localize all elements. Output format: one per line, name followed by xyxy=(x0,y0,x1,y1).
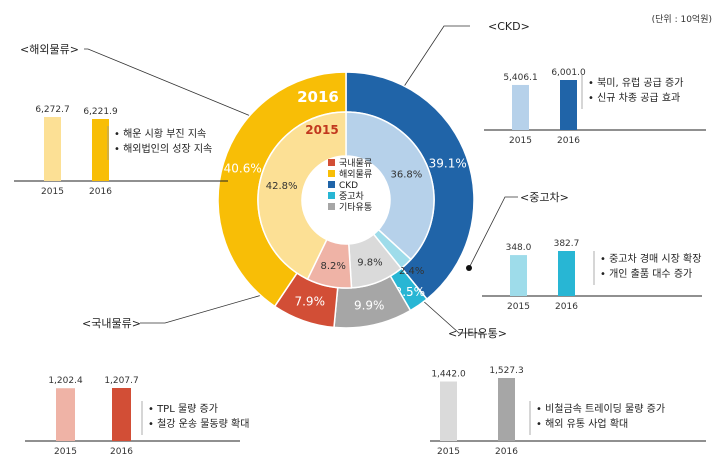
panel-year-label-domestic-2015: 2015 xyxy=(54,447,77,457)
inner-ring-label-ckd: 36.8% xyxy=(391,169,423,180)
panel-year-label-used_car-2016: 2016 xyxy=(555,302,578,312)
panel-value-label-overseas-2016: 6,221.9 xyxy=(83,107,118,117)
panel-bar-ckd-2015 xyxy=(512,84,529,130)
legend-swatch-used_car xyxy=(328,192,335,199)
legend-label-other: 기타유통 xyxy=(339,202,372,213)
panel-value-label-ckd-2015: 5,406.1 xyxy=(503,73,537,83)
panel-year-label-domestic-2016: 2016 xyxy=(110,447,133,457)
callout-dot-used_car xyxy=(466,265,472,271)
outer-ring-label-overseas: 40.6% xyxy=(224,162,262,176)
callout-line-used_car xyxy=(468,196,518,269)
panel-value-label-other-2016: 1,527.3 xyxy=(489,366,523,376)
legend-label-domestic: 국내물류 xyxy=(339,158,372,169)
inner-ring-label-overseas: 42.8% xyxy=(266,181,298,192)
panel-value-label-domestic-2015: 1,202.4 xyxy=(48,376,83,386)
outer-ring-label-other: 9.9% xyxy=(354,298,385,312)
panel-bar-domestic-2015 xyxy=(56,388,75,441)
callout-line-overseas xyxy=(84,48,271,125)
segment-panels: <해외물류> 6,272.7 2015 6,221.9 2016 • 해운 시황 부진 지… xyxy=(14,20,706,457)
panel-bar-overseas-2015 xyxy=(44,117,61,181)
panel-value-label-other-2015: 1,442.0 xyxy=(431,370,466,380)
panel-title-ckd: <CKD> xyxy=(488,20,530,33)
donut-chart: 39.1%2.5%9.9%7.9%40.6% 36.8%2.4%9.8%8.2%4… xyxy=(217,71,475,329)
panel-bar-ckd-2016 xyxy=(560,80,577,130)
panel-note-domestic-2: • 철강 운송 물동량 확대 xyxy=(148,418,249,430)
legend-swatch-domestic xyxy=(328,159,335,166)
outer-ring-year-label: 2016 xyxy=(297,88,339,106)
legend-swatch-other xyxy=(328,203,335,210)
outer-ring-label-domestic: 7.9% xyxy=(294,295,325,309)
legend-label-overseas: 해외물류 xyxy=(339,168,372,180)
panel-value-label-used_car-2016: 382.7 xyxy=(554,239,580,249)
callout-line-ckd xyxy=(402,25,470,89)
panel-title-used_car: <중고차> xyxy=(520,191,569,204)
inner-ring-label-other: 9.8% xyxy=(357,258,382,269)
legend-label-used_car: 중고차 xyxy=(339,190,365,202)
panel-note-ckd-1: • 북미, 유럽 공급 증가 xyxy=(588,77,683,89)
panel-title-overseas: <해외물류> xyxy=(20,42,79,56)
outer-ring-label-ckd: 39.1% xyxy=(429,157,467,171)
panel-bar-overseas-2016 xyxy=(92,119,109,181)
panel-value-label-overseas-2015: 6,272.7 xyxy=(35,105,69,115)
panel-note-used_car-1: • 중고차 경매 시장 확장 xyxy=(600,252,701,265)
panel-note-overseas-2: • 해외법인의 성장 지속 xyxy=(114,142,212,155)
panel-bar-used_car-2015 xyxy=(510,255,527,296)
legend-swatch-overseas xyxy=(328,170,335,177)
panel-note-other-1: • 비철금속 트레이딩 물량 증가 xyxy=(536,403,665,415)
unit-label: (단위 : 10억원) xyxy=(652,13,712,25)
callout-line-domestic xyxy=(140,283,301,324)
panel-year-label-overseas-2016: 2016 xyxy=(89,187,112,197)
panel-note-domestic-1: • TPL 물량 증가 xyxy=(148,403,218,415)
panel-title-other: <기타유통> xyxy=(448,327,507,340)
panel-year-label-other-2015: 2015 xyxy=(437,447,460,457)
panel-note-ckd-2: • 신규 차종 공급 효과 xyxy=(588,92,680,104)
donut-center xyxy=(302,156,390,244)
panel-title-domestic: <국내물류> xyxy=(82,317,141,330)
callout-line-other xyxy=(411,290,484,334)
inner-ring-year-label: 2015 xyxy=(305,123,338,137)
panel-bar-used_car-2016 xyxy=(558,251,575,296)
legend-swatch-ckd xyxy=(328,181,335,188)
panel-year-label-ckd-2015: 2015 xyxy=(509,136,532,146)
panel-year-label-ckd-2016: 2016 xyxy=(557,136,580,146)
inner-ring-label-used_car: 2.4% xyxy=(399,266,424,277)
legend-label-ckd: CKD xyxy=(339,181,358,191)
panel-value-label-ckd-2016: 6,001.0 xyxy=(551,68,586,78)
panel-year-label-other-2016: 2016 xyxy=(495,447,518,457)
panel-bar-other-2016 xyxy=(498,378,515,441)
panel-value-label-used_car-2015: 348.0 xyxy=(506,243,532,253)
inner-ring-label-domestic: 8.2% xyxy=(321,261,346,272)
panel-value-label-domestic-2016: 1,207.7 xyxy=(104,376,138,386)
panel-note-other-2: • 해외 유통 사업 확대 xyxy=(536,417,628,430)
panel-year-label-used_car-2015: 2015 xyxy=(507,302,530,312)
panel-year-label-overseas-2015: 2015 xyxy=(41,187,64,197)
panel-note-overseas-1: • 해운 시황 부진 지속 xyxy=(114,127,206,140)
panel-bar-domestic-2016 xyxy=(112,388,131,441)
panel-note-used_car-2: • 개인 출품 대수 증가 xyxy=(600,268,692,280)
panel-bar-other-2015 xyxy=(440,381,457,441)
